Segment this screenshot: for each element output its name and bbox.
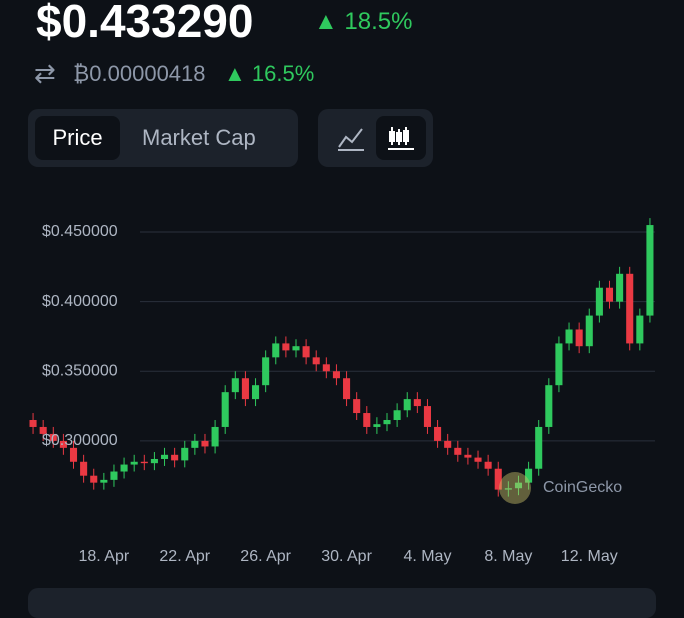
- candle-body: [474, 457, 482, 462]
- candle-body: [605, 287, 614, 302]
- x-tick-label: 12. May: [561, 548, 618, 565]
- candle-body: [636, 315, 644, 344]
- candle-body: [100, 479, 108, 483]
- candle-body: [585, 315, 593, 347]
- candle-body: [262, 357, 270, 386]
- bottom-panel: [28, 588, 656, 618]
- candle-body: [130, 461, 138, 465]
- candle-body: [484, 461, 492, 469]
- candle-body: [221, 392, 229, 427]
- y-tick-label: $0.350000: [42, 362, 118, 379]
- candle-body: [525, 468, 533, 483]
- candle-body: [595, 287, 603, 316]
- line-chart-icon[interactable]: [336, 123, 366, 153]
- candle-body: [545, 385, 553, 427]
- price-change: ▲ 18.5%: [314, 8, 413, 35]
- candle-body: [423, 406, 431, 427]
- candle-body: [626, 273, 634, 344]
- candle-body: [160, 454, 169, 459]
- candle-body: [403, 399, 411, 411]
- candle-body: [575, 329, 583, 347]
- candle-body: [120, 464, 128, 472]
- candle-body: [565, 329, 573, 344]
- candle-body: [211, 426, 219, 447]
- btc-price: ₿0.00000418: [73, 61, 206, 86]
- candle-body: [393, 410, 401, 420]
- candle-icon-svg: [388, 127, 414, 150]
- candle-body: [59, 440, 67, 448]
- candle-body: [494, 468, 502, 490]
- tab-market-cap[interactable]: Market Cap: [142, 125, 256, 150]
- x-tick-label: 26. Apr: [240, 548, 291, 565]
- candle-body: [140, 461, 148, 464]
- candle-body: [292, 346, 300, 351]
- candle-body: [332, 371, 340, 379]
- btc-change-value: 16.5%: [251, 61, 315, 86]
- candle-body: [646, 225, 654, 316]
- candle-body: [353, 399, 361, 414]
- candle-body: [363, 413, 371, 427]
- chart-type-group: [318, 109, 433, 167]
- candle-body: [444, 440, 452, 448]
- swap-icon: ⇄: [34, 58, 56, 88]
- candle-body: [39, 426, 47, 434]
- x-tick-label: 4. May: [403, 548, 451, 565]
- candle-body: [272, 343, 280, 358]
- candle-body: [282, 343, 290, 351]
- candle-body: [464, 454, 472, 458]
- x-tick-label: 30. Apr: [321, 548, 372, 565]
- y-tick-label: $0.450000: [42, 223, 118, 240]
- candle-body: [514, 482, 523, 489]
- candle-icon[interactable]: [376, 116, 426, 160]
- x-tick-label: 18. Apr: [78, 548, 129, 565]
- candle-body: [302, 346, 310, 358]
- tab-group: Price Market Cap: [28, 109, 298, 167]
- price: $0.433290: [36, 0, 254, 47]
- candle-body: [69, 447, 78, 462]
- candle-body: [110, 471, 118, 480]
- candle-body: [252, 385, 260, 400]
- candle-body: [80, 461, 88, 476]
- candle-body: [191, 440, 199, 448]
- x-tick-label: 8. May: [484, 548, 532, 565]
- candle-body: [504, 488, 512, 490]
- x-tick-label: 22. Apr: [159, 548, 210, 565]
- candle-body: [241, 378, 249, 400]
- candle-body: [201, 440, 209, 447]
- candle-body: [616, 273, 624, 302]
- plot: 18. Apr 22. Apr 26. Apr 30. Apr 4. May 8. May…: [29, 218, 655, 565]
- candle-body: [322, 364, 330, 372]
- tab-price[interactable]: Price: [35, 116, 120, 160]
- btc-change: ▲ 16.5%: [224, 61, 315, 86]
- page: {"header":{"price":"$0.433290","price_ch…: [28, 0, 656, 618]
- candle-body: [29, 420, 37, 427]
- candle-body: [535, 426, 543, 469]
- price-change-value: 18.5%: [344, 8, 413, 35]
- watermark-logo: [499, 472, 531, 504]
- candle-body: [413, 399, 421, 407]
- candle-body: [49, 433, 57, 441]
- candle-body: [90, 475, 98, 483]
- watermark: CoinGecko: [543, 479, 622, 496]
- candle-body: [181, 447, 189, 461]
- candle-body: [231, 378, 239, 393]
- candle-body: [383, 420, 391, 425]
- candle-body: [434, 426, 442, 441]
- candle-body: [312, 357, 320, 365]
- candle-body: [454, 447, 462, 455]
- candle-body: [171, 454, 179, 461]
- candle-body: [343, 378, 351, 400]
- candle-body: [373, 424, 381, 427]
- candle-body: [555, 343, 563, 386]
- candle-body: [150, 458, 158, 464]
- chart: 18. Apr 22. Apr 26. Apr 30. Apr 4. May 8. May…: [29, 218, 655, 565]
- y-tick-label: $0.300000: [42, 432, 118, 449]
- y-tick-label: $0.400000: [42, 293, 118, 310]
